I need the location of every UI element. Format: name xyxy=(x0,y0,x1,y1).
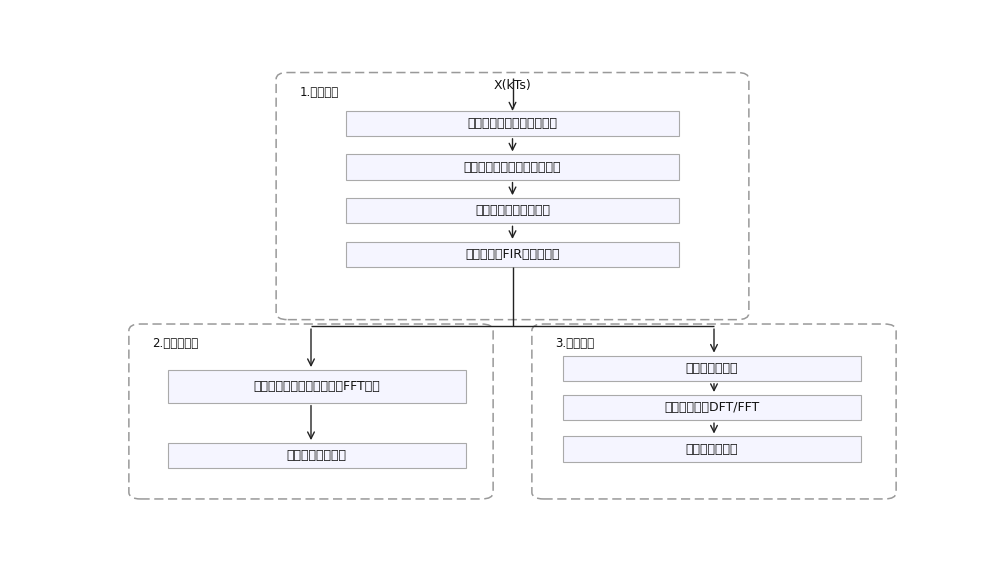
Text: 非同步采样序列的重构: 非同步采样序列的重构 xyxy=(475,204,550,217)
Text: 基于线性差值的基波周期计算: 基于线性差值的基波周期计算 xyxy=(464,161,561,173)
FancyBboxPatch shape xyxy=(563,395,861,420)
Text: X(kTs): X(kTs) xyxy=(494,79,531,92)
Text: 2.间谐波计算: 2.间谐波计算 xyxy=(152,337,198,350)
Text: 多陷波频点FIR陷波滤波器: 多陷波频点FIR陷波滤波器 xyxy=(465,248,560,261)
Text: 谐波分量的提取: 谐波分量的提取 xyxy=(686,362,738,375)
Text: 对滤波信号使用加窗双差值FFT算法: 对滤波信号使用加窗双差值FFT算法 xyxy=(253,380,380,393)
FancyBboxPatch shape xyxy=(346,154,679,179)
FancyBboxPatch shape xyxy=(563,436,861,462)
FancyBboxPatch shape xyxy=(168,443,466,469)
Text: 对谐波分量用DFT/FFT: 对谐波分量用DFT/FFT xyxy=(664,401,760,414)
FancyBboxPatch shape xyxy=(563,356,861,381)
Text: 1.信号处理: 1.信号处理 xyxy=(299,86,339,99)
FancyBboxPatch shape xyxy=(346,198,679,223)
Text: 间谐波参数的计算: 间谐波参数的计算 xyxy=(287,449,347,462)
Text: 自适应跟踪数字陷波滤波器: 自适应跟踪数字陷波滤波器 xyxy=(468,117,558,130)
FancyBboxPatch shape xyxy=(346,111,679,136)
FancyBboxPatch shape xyxy=(346,242,679,267)
Text: 3.谐波计算: 3.谐波计算 xyxy=(555,337,594,350)
Text: 谐波分量的估计: 谐波分量的估计 xyxy=(686,442,738,456)
FancyBboxPatch shape xyxy=(168,370,466,403)
